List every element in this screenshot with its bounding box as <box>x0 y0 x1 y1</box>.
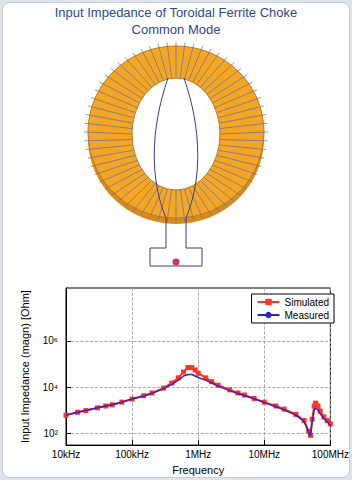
svg-text:Simulated: Simulated <box>285 297 329 308</box>
svg-text:10²: 10² <box>44 428 59 439</box>
html-text:Common Mode: Common Mode <box>131 22 221 37</box>
svg-text:10⁶: 10⁶ <box>43 335 58 346</box>
html-text:Input Impedance of Toroidal Fe: Input Impedance of Toroidal Ferrite Chok… <box>54 5 298 20</box>
svg-text:10MHz: 10MHz <box>248 449 280 460</box>
svg-text:10kHz: 10kHz <box>52 449 80 460</box>
svg-text:100kHz: 100kHz <box>115 449 149 460</box>
svg-text:1MHz: 1MHz <box>185 449 211 460</box>
svg-text:100MHz: 100MHz <box>312 449 349 460</box>
svg-text:Input Impedance (magn) [Ohm]: Input Impedance (magn) [Ohm] <box>19 290 31 443</box>
svg-text:10⁴: 10⁴ <box>43 382 58 393</box>
svg-text:Frequency: Frequency <box>172 464 224 476</box>
svg-text:Measured: Measured <box>285 310 329 321</box>
